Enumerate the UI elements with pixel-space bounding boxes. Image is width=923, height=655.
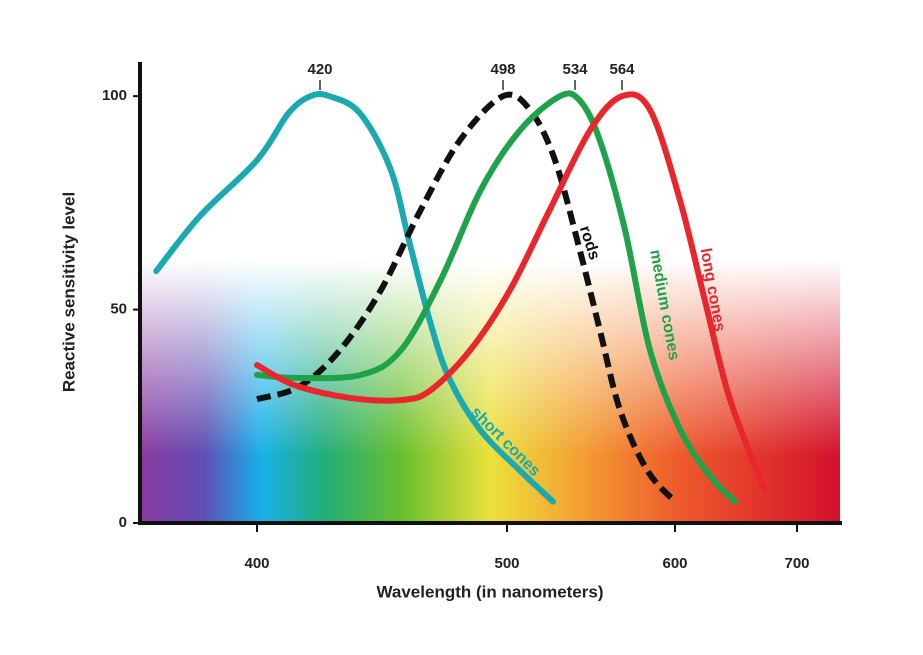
series-line: [254, 91, 769, 494]
y-axis-label: Reactive sensitivity level: [59, 192, 78, 392]
y-tick-label: 0: [119, 514, 127, 531]
x-tick-label: 600: [662, 555, 687, 572]
series-line: [256, 91, 678, 504]
y-tick-label: 100: [102, 87, 127, 104]
x-tick-label: 500: [494, 555, 519, 572]
peak-label: 564: [609, 61, 635, 78]
x-tick-label: 700: [784, 555, 809, 572]
peak-label: 534: [562, 61, 588, 78]
series-line: [153, 91, 556, 505]
x-tick-label: 400: [244, 555, 269, 572]
peak-label: 498: [490, 61, 515, 78]
peak-label: 420: [307, 61, 332, 78]
spectrum-fade: [142, 260, 840, 521]
series-line: [254, 90, 739, 505]
y-tick-label: 50: [110, 301, 127, 318]
x-axis-label: Wavelength (in nanometers): [376, 582, 603, 601]
